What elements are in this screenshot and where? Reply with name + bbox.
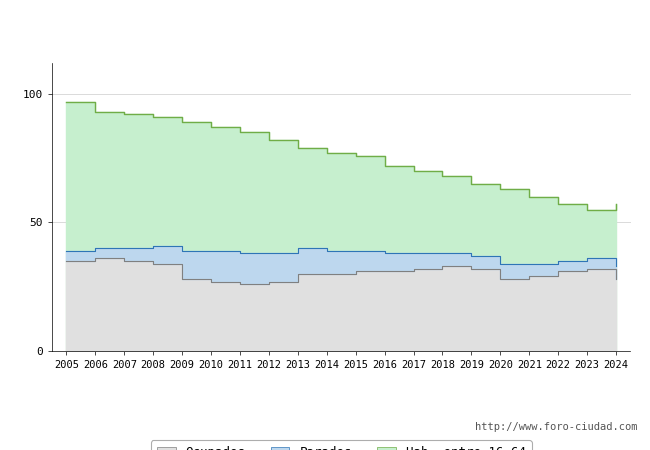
Text: http://www.foro-ciudad.com: http://www.foro-ciudad.com [474,422,637,432]
Text: FORO-CIUDAD.COM: FORO-CIUDAD.COM [203,193,479,221]
Text: Pajares de la Laguna - Evolucion de la poblacion en edad de Trabajar Mayo de 202: Pajares de la Laguna - Evolucion de la p… [0,19,650,35]
Legend: Ocupados, Parados, Hab. entre 16-64: Ocupados, Parados, Hab. entre 16-64 [151,440,532,450]
